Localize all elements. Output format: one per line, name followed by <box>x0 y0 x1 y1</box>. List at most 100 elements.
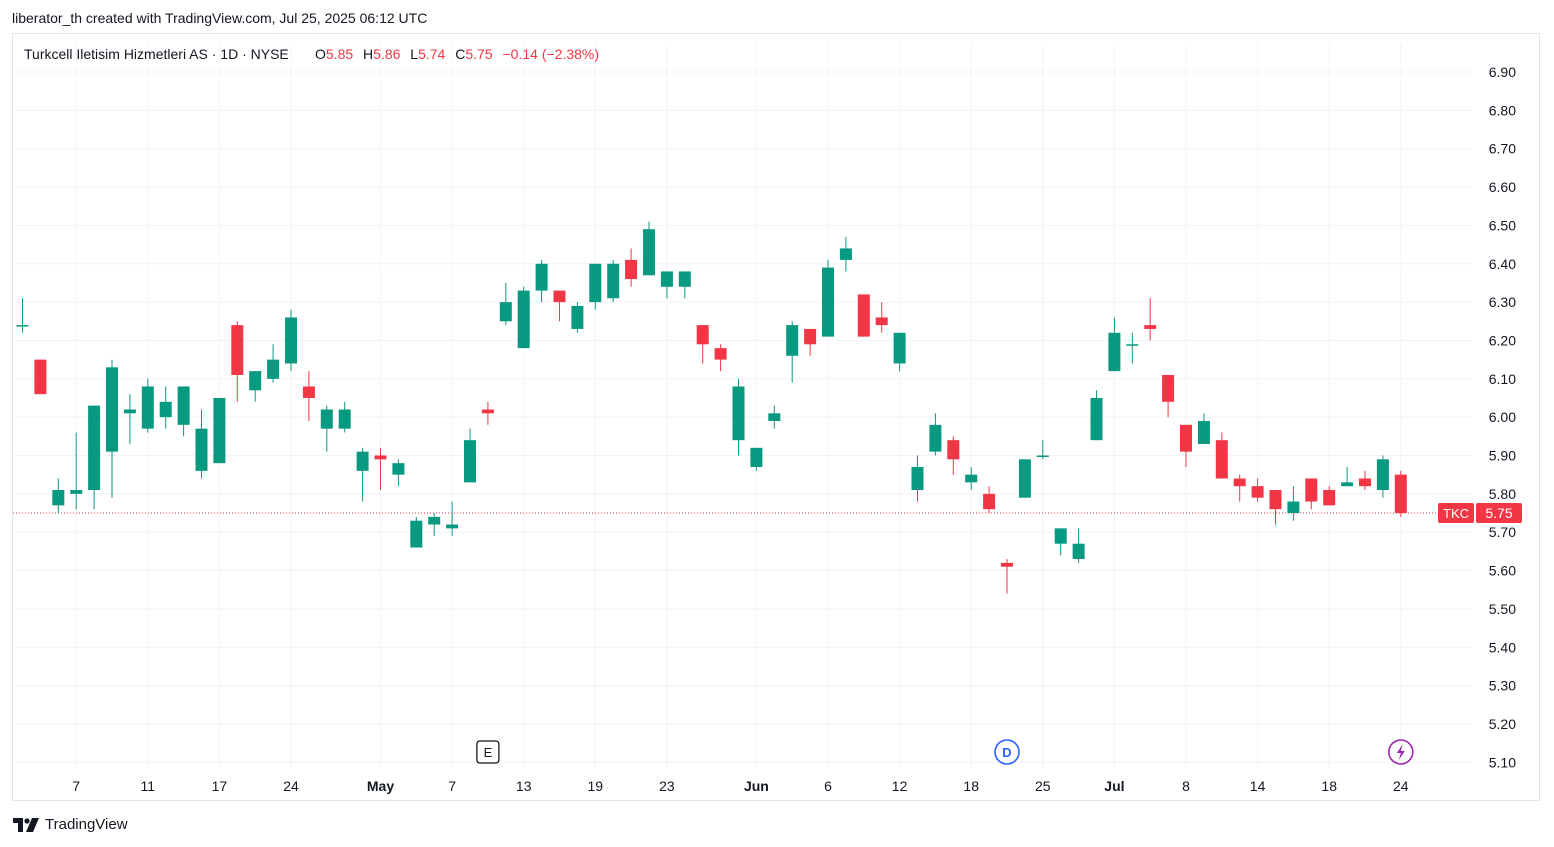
y-tick-label: 5.30 <box>1489 678 1516 694</box>
x-tick-label: 8 <box>1182 778 1190 794</box>
y-tick-label: 6.60 <box>1489 179 1516 195</box>
candle-body <box>1072 543 1085 560</box>
footer-brand[interactable]: TradingView <box>13 816 128 833</box>
candle-body <box>643 229 655 276</box>
candle <box>1376 455 1389 498</box>
candle <box>195 409 208 479</box>
legend-symbol-name: Turkcell Iletisim Hizmetleri AS · 1D · N… <box>24 46 289 62</box>
candle-body <box>1287 501 1300 514</box>
candle <box>213 397 226 464</box>
candle <box>34 359 47 395</box>
candle-body <box>786 325 799 356</box>
candle-body <box>1341 482 1354 487</box>
candle <box>1018 459 1031 498</box>
candle <box>285 309 297 372</box>
y-tick-label: 5.40 <box>1489 639 1516 655</box>
candle-body <box>392 463 405 475</box>
legend-change: −0.14 (−2.38%) <box>503 46 600 62</box>
x-tick-label: 11 <box>141 778 156 794</box>
y-tick-label: 5.10 <box>1489 754 1516 770</box>
x-tick-label: 12 <box>892 778 908 794</box>
candle <box>52 478 65 514</box>
candle <box>1287 486 1300 521</box>
candle <box>553 290 566 322</box>
candle <box>1162 374 1175 418</box>
candle-body <box>875 317 888 326</box>
candle-body <box>535 263 548 291</box>
candle-body <box>1323 490 1336 506</box>
candle <box>1305 478 1318 510</box>
candle <box>88 405 101 510</box>
legend-low-label: L <box>410 46 418 62</box>
candle-body <box>1001 562 1013 567</box>
candle-body <box>857 294 870 337</box>
legend-low-value: 5.74 <box>418 46 445 62</box>
candle <box>428 513 441 537</box>
candle-body <box>213 397 226 464</box>
candlestick-chart[interactable]: 5.10 5.20 5.30 5.40 5.50 5.60 5.70 5.80 5.90 6.00… <box>13 34 1539 800</box>
x-tick-label: 6 <box>824 778 832 794</box>
candle <box>732 378 745 456</box>
y-tick-label: 6.30 <box>1489 294 1516 310</box>
x-tick-label: 18 <box>963 778 979 794</box>
candle <box>16 298 29 333</box>
candle-body <box>302 386 315 398</box>
candle <box>320 405 333 452</box>
y-tick-label: 5.70 <box>1489 524 1516 540</box>
y-tick-label: 6.10 <box>1489 371 1516 387</box>
candle-body <box>1233 478 1246 487</box>
candle-body <box>1144 325 1157 329</box>
candle <box>159 386 172 429</box>
candle <box>571 302 584 333</box>
candle-body <box>231 325 244 375</box>
chart-panel[interactable]: 5.10 5.20 5.30 5.40 5.50 5.60 5.70 5.80 5.90 6.00… <box>12 33 1540 801</box>
candle <box>249 371 262 402</box>
candle <box>857 294 870 337</box>
candle-body <box>249 371 262 391</box>
candle <box>1269 490 1282 525</box>
y-tick-label: 6.70 <box>1489 141 1516 157</box>
candle-body <box>481 409 494 414</box>
candle-body <box>1090 397 1103 441</box>
symbol-tag-bg <box>1438 503 1474 524</box>
candle <box>875 302 888 333</box>
candle-body <box>1108 332 1121 372</box>
candle <box>1233 474 1246 502</box>
candle-body <box>696 325 709 345</box>
candle-body <box>141 386 154 429</box>
candle <box>822 259 834 337</box>
candle-body <box>499 302 512 322</box>
candle <box>607 259 620 303</box>
candle <box>374 447 387 491</box>
x-tick-label: 24 <box>283 778 299 794</box>
candle-body <box>1018 459 1031 498</box>
candle <box>231 321 244 402</box>
dividend-event-icon: D <box>994 739 1020 765</box>
candles <box>16 221 1407 594</box>
candle <box>177 386 190 437</box>
legend-close-value: 5.75 <box>465 46 492 62</box>
candle-body <box>1269 490 1282 510</box>
y-tick-label: 6.40 <box>1489 256 1516 272</box>
candle-body <box>1054 528 1067 544</box>
x-tick-label: 24 <box>1393 778 1409 794</box>
candle <box>678 271 691 299</box>
candle <box>1251 478 1264 502</box>
legend-high-value: 5.86 <box>373 46 400 62</box>
candle-body <box>1162 374 1175 402</box>
candle-body <box>1215 440 1228 479</box>
candle <box>1359 470 1371 491</box>
candle <box>1036 440 1049 460</box>
candle <box>106 359 118 498</box>
candle-body <box>517 290 530 349</box>
candle-body <box>1359 478 1371 487</box>
candle <box>768 405 781 429</box>
y-tick-label: 6.80 <box>1489 102 1516 118</box>
candle-body <box>16 325 29 327</box>
candle-body <box>947 440 960 460</box>
y-tick-label: 5.60 <box>1489 563 1516 579</box>
candle <box>464 428 476 483</box>
candle <box>1090 390 1103 441</box>
candle <box>267 344 280 383</box>
